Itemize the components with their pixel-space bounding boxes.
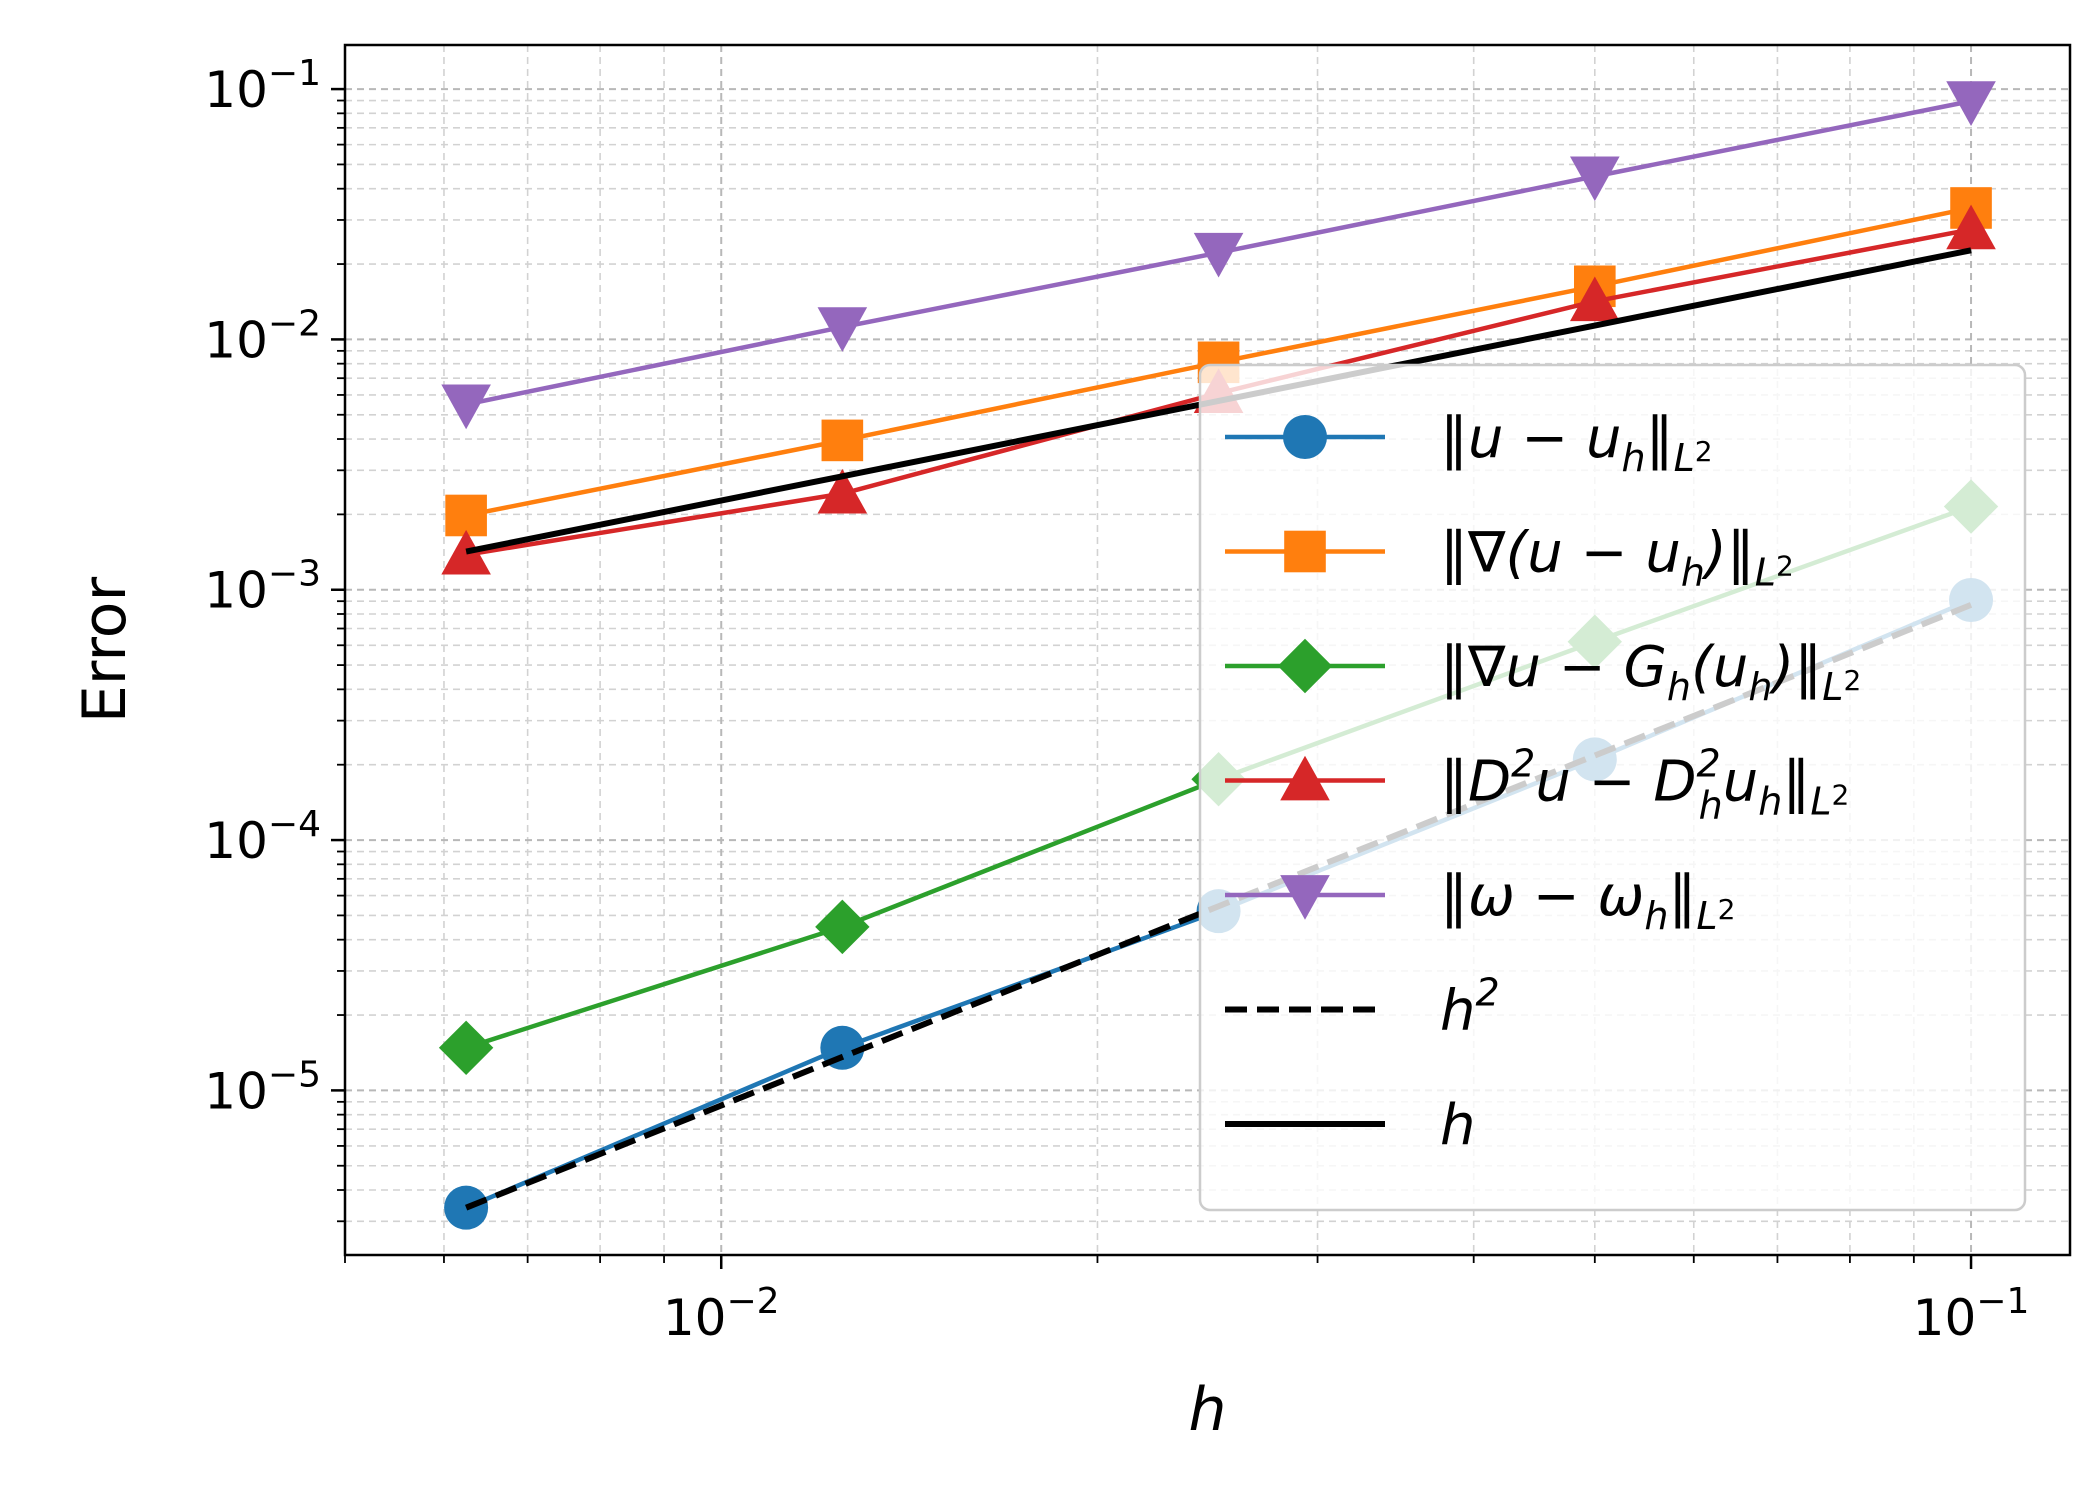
x-tick-label: 10−1 (1913, 1281, 2030, 1347)
x-tick-label: 10−2 (663, 1281, 780, 1347)
legend-handle-marker (1277, 638, 1333, 694)
legend-entry: h (1225, 1093, 1476, 1158)
x-tick-labels: 10−2 10−1 (663, 1281, 2030, 1347)
data-point (441, 384, 491, 430)
legend-label: ‖ω − ωh‖L2 (1440, 864, 1735, 938)
legend-label: h2 (1440, 971, 1500, 1044)
legend-entry: ‖D2u − D2 huh‖L2 (1225, 742, 1849, 828)
legend-label: h (1440, 1093, 1476, 1158)
legend-box (1198, 363, 2027, 1212)
data-point (817, 468, 868, 514)
legend-entry: ‖∇u − Gh(uh)‖L2 (1225, 635, 1861, 709)
y-tick-labels: 10−5 10−4 10−3 10−2 10−1 (204, 53, 321, 1120)
data-point (1946, 81, 1996, 126)
series-error-triangle-down (441, 81, 1996, 430)
legend-entry: ‖ω − ωh‖L2 (1225, 864, 1735, 938)
legend-entry: h2 (1225, 971, 1500, 1044)
data-point (441, 529, 491, 575)
data-point (1570, 156, 1620, 202)
data-point (438, 1020, 494, 1075)
legend-label: ‖D2u − D2 huh‖L2 (1440, 742, 1849, 828)
y-tick-label: 10−5 (204, 1054, 321, 1120)
data-point (821, 419, 864, 462)
legend-entry: ‖∇(u − uh)‖L2 (1225, 521, 1794, 595)
plot-frame (343, 43, 2072, 1257)
data-point (1570, 276, 1620, 322)
legend-handle-marker (1280, 875, 1330, 920)
y-tick-label: 10−3 (204, 554, 321, 620)
y-tick-label: 10−4 (204, 804, 321, 870)
legend-label: ‖u − uh‖L2 (1440, 406, 1713, 480)
data-point (1193, 232, 1244, 278)
legend-handle-marker (1280, 755, 1330, 801)
legend-entry: ‖u − uh‖L2 (1225, 406, 1713, 480)
legend-label: ‖∇u − Gh(uh)‖L2 (1440, 635, 1861, 709)
axis-ticks (331, 87, 1973, 1269)
data-point (445, 494, 487, 537)
legend-label: ‖∇(u − uh)‖L2 (1440, 521, 1794, 595)
x-axis-label: h (1188, 1375, 1226, 1445)
legend-handle-marker (1283, 415, 1327, 459)
legend-handle-marker (1284, 530, 1326, 573)
y-axis-label: Error (70, 577, 140, 724)
y-tick-label: 10−2 (204, 303, 321, 369)
data-point (1946, 204, 1996, 250)
legend: ‖u − uh‖L2 ‖∇(u − uh)‖L2 ‖∇u − Gh(uh)‖L2 ‖D… (1198, 363, 2027, 1212)
data-point (815, 899, 870, 955)
data-point (817, 307, 868, 352)
y-tick-label: 10−1 (204, 53, 321, 119)
